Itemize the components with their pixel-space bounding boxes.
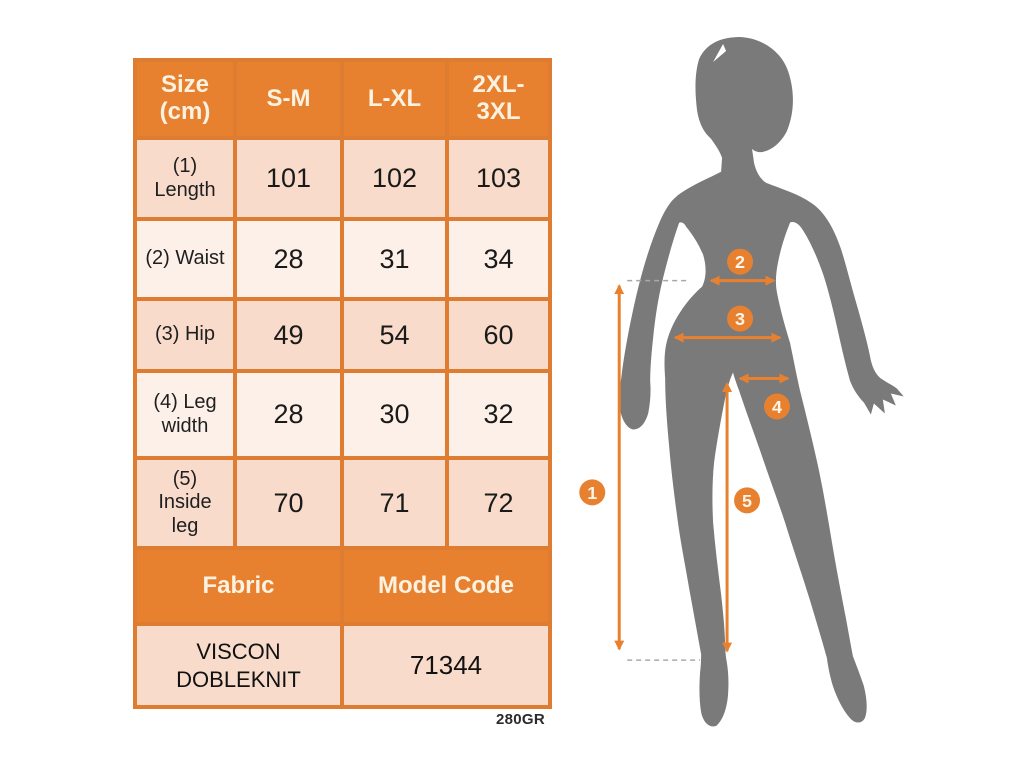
header-s-m: S-M [233, 58, 344, 140]
leg-width-s-m: 28 [233, 369, 344, 460]
row-label-length: (1) Length [133, 136, 237, 221]
header-2xl-3xl: 2XL- 3XL [445, 58, 552, 140]
marker-label-1: 1 [587, 483, 597, 503]
table-row-inside-leg: (5) Inside leg 70 71 72 [133, 456, 552, 550]
table-row-waist: (2) Waist 28 31 34 [133, 217, 552, 301]
hip-s-m: 49 [233, 297, 344, 373]
hip-l-xl: 54 [340, 297, 449, 373]
table-row-hip: (3) Hip 49 54 60 [133, 297, 552, 373]
waist-l-xl: 31 [340, 217, 449, 301]
row-label-inside-leg: (5) Inside leg [133, 456, 237, 550]
table-header-row: Size (cm) S-M L-XL 2XL- 3XL [133, 58, 552, 140]
fabric-header-row: Fabric Model Code [133, 546, 552, 626]
fabric-value-row: VISCON DOBLEKNIT 71344 [133, 622, 552, 709]
fabric-value-cell: VISCON DOBLEKNIT [133, 622, 344, 709]
table-row-leg-width: (4) Leg width 28 30 32 [133, 369, 552, 460]
model-code-value-cell: 71344 [340, 622, 552, 709]
table-row-length: (1) Length 101 102 103 [133, 136, 552, 221]
row-label-waist: (2) Waist [133, 217, 237, 301]
hair-part-notch [713, 43, 727, 62]
marker-label-5: 5 [742, 491, 752, 511]
waist-2xl-3xl: 34 [445, 217, 552, 301]
inside-leg-s-m: 70 [233, 456, 344, 550]
leg-width-l-xl: 30 [340, 369, 449, 460]
length-2xl-3xl: 103 [445, 136, 552, 221]
inside-leg-l-xl: 71 [340, 456, 449, 550]
marker-label-2: 2 [735, 252, 745, 272]
weight-footnote: 280GR [495, 711, 545, 728]
figure-svg: 1 2 3 4 5 [579, 36, 904, 727]
length-s-m: 101 [233, 136, 344, 221]
marker-label-4: 4 [772, 397, 782, 417]
hip-2xl-3xl: 60 [445, 297, 552, 373]
model-code-header-cell: Model Code [340, 546, 552, 626]
length-l-xl: 102 [340, 136, 449, 221]
body-measurement-figure: 1 2 3 4 5 [560, 20, 1000, 759]
marker-badge-4: 4 [764, 393, 790, 420]
marker-badge-1: 1 [579, 479, 606, 506]
marker-badge-5: 5 [734, 487, 761, 514]
size-table: Size (cm) S-M L-XL 2XL- 3XL (1) Length 1… [133, 58, 552, 709]
marker-label-3: 3 [735, 309, 745, 329]
row-label-leg-width: (4) Leg width [133, 369, 237, 460]
marker-badge-3: 3 [727, 305, 754, 332]
leg-width-2xl-3xl: 32 [445, 369, 552, 460]
marker-badge-2: 2 [727, 248, 754, 275]
row-label-hip: (3) Hip [133, 297, 237, 373]
woman-silhouette [619, 36, 904, 727]
waist-s-m: 28 [233, 217, 344, 301]
fabric-header-cell: Fabric [133, 546, 344, 626]
header-size-cm: Size (cm) [133, 58, 237, 140]
header-l-xl: L-XL [340, 58, 449, 140]
inside-leg-2xl-3xl: 72 [445, 456, 552, 550]
